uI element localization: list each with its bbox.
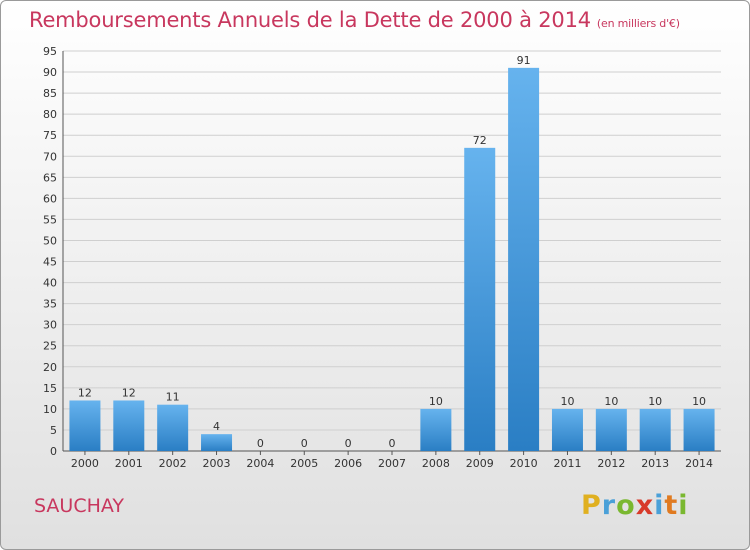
bar — [113, 400, 145, 451]
x-tick-label: 2008 — [422, 457, 450, 470]
y-tick-label: 20 — [43, 361, 57, 374]
bar — [551, 408, 583, 451]
bar — [420, 408, 452, 451]
y-tick-label: 85 — [43, 87, 57, 100]
x-tick-labels: 2000 2001 2002 2003 2004 2005 2006 2007 2008 2009… — [71, 457, 713, 470]
data-label: 72 — [473, 134, 487, 147]
proxiti-logo: Proxiti — [581, 490, 689, 521]
data-label: 12 — [78, 386, 92, 399]
x-tick-label: 2000 — [71, 457, 99, 470]
chart-title: Remboursements Annuels de la Dette de 20… — [29, 8, 680, 32]
data-label: 91 — [517, 54, 531, 67]
y-tick-label: 10 — [43, 403, 57, 416]
data-label: 10 — [648, 395, 662, 408]
y-tick-label: 80 — [43, 108, 57, 121]
data-label: 10 — [429, 395, 443, 408]
axes — [62, 51, 721, 455]
y-tick-label: 0 — [50, 445, 57, 458]
y-tick-label: 5 — [50, 424, 57, 437]
x-tick-label: 2004 — [246, 457, 274, 470]
bar — [464, 147, 496, 451]
data-label: 0 — [257, 437, 264, 450]
bar — [595, 408, 627, 451]
y-tick-labels: 0 5 10 15 20 25 30 35 40 45 50 55 60 65 70 75 80 85 90 95 — [43, 45, 57, 458]
chart-title-text: Remboursements Annuels de la Dette de 20… — [29, 8, 591, 32]
x-tick-label: 2001 — [115, 457, 143, 470]
y-tick-label: 60 — [43, 192, 57, 205]
bars — [69, 67, 715, 451]
x-tick-label: 2005 — [290, 457, 318, 470]
x-tick-label: 2012 — [597, 457, 625, 470]
grid-lines — [63, 50, 721, 431]
bar — [683, 408, 715, 451]
bar — [157, 404, 189, 451]
bar — [639, 408, 671, 451]
x-tick-label: 2014 — [685, 457, 713, 470]
x-tick-label: 2010 — [510, 457, 538, 470]
y-tick-label: 30 — [43, 319, 57, 332]
y-tick-label: 90 — [43, 66, 57, 79]
x-tick-label: 2003 — [203, 457, 231, 470]
y-tick-label: 25 — [43, 340, 57, 353]
data-label: 12 — [122, 386, 136, 399]
y-tick-label: 45 — [43, 256, 57, 269]
commune-name: SAUCHAY — [34, 495, 124, 517]
y-tick-label: 55 — [43, 213, 57, 226]
x-tick-label: 2013 — [641, 457, 669, 470]
data-label: 10 — [560, 395, 574, 408]
y-tick-label: 35 — [43, 298, 57, 311]
x-tick-label: 2002 — [159, 457, 187, 470]
bar — [201, 434, 233, 451]
y-tick-label: 75 — [43, 129, 57, 142]
y-tick-label: 50 — [43, 234, 57, 247]
x-tick-label: 2009 — [466, 457, 494, 470]
data-label: 10 — [692, 395, 706, 408]
chart-subtitle: (en milliers d'€) — [596, 17, 680, 30]
y-tick-label: 70 — [43, 150, 57, 163]
x-tick-label: 2007 — [378, 457, 406, 470]
data-label: 11 — [166, 391, 180, 404]
bar — [69, 400, 101, 451]
data-label: 4 — [213, 420, 220, 433]
y-tick-label: 15 — [43, 382, 57, 395]
x-tick-label: 2006 — [334, 457, 362, 470]
y-tick-label: 40 — [43, 277, 57, 290]
data-label: 0 — [345, 437, 352, 450]
bar — [508, 67, 540, 451]
y-tick-label: 65 — [43, 171, 57, 184]
y-tick-label: 95 — [43, 45, 57, 58]
data-label: 10 — [604, 395, 618, 408]
data-label: 0 — [389, 437, 396, 450]
x-tick-label: 2011 — [553, 457, 581, 470]
data-label: 0 — [301, 437, 308, 450]
data-labels: 12 12 11 4 0 0 0 0 10 72 91 10 10 10 10 — [78, 54, 706, 450]
